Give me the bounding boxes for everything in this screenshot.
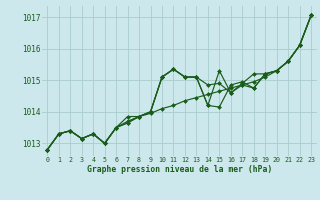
- X-axis label: Graphe pression niveau de la mer (hPa): Graphe pression niveau de la mer (hPa): [87, 165, 272, 174]
